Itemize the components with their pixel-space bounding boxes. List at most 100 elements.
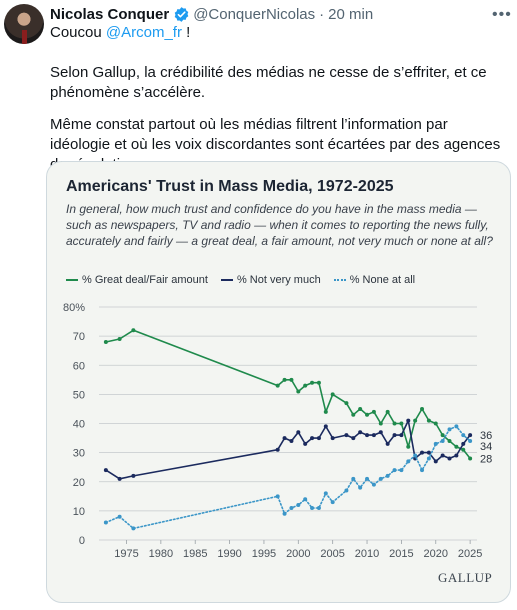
data-point-1 [310, 436, 315, 441]
data-point-0 [117, 337, 122, 342]
post-text-line1: Coucou @Arcom_fr ! [50, 24, 190, 41]
data-point-2 [468, 438, 473, 443]
data-point-0 [440, 433, 445, 438]
data-point-1 [344, 433, 349, 438]
legend-swatch-none-at-all [333, 279, 346, 281]
author-handle[interactable]: @ConquerNicolas [193, 5, 316, 23]
data-point-1 [330, 436, 335, 441]
data-point-2 [413, 453, 418, 458]
data-point-1 [406, 418, 411, 423]
y-tick-label: 40 [73, 419, 85, 431]
data-point-2 [461, 433, 466, 438]
data-point-1 [351, 436, 356, 441]
data-point-1 [392, 433, 397, 438]
data-point-2 [406, 459, 411, 464]
data-point-2 [454, 424, 459, 429]
data-point-2 [103, 520, 108, 525]
data-point-1 [103, 468, 108, 473]
data-point-0 [358, 406, 363, 411]
mention-link[interactable]: @Arcom_fr [105, 24, 182, 41]
x-tick-label: 2000 [286, 548, 310, 560]
x-tick-label: 2025 [458, 548, 482, 560]
source-logo: GALLUP [438, 570, 493, 585]
attached-chart-image[interactable]: Americans' Trust in Mass Media, 1972-202… [46, 161, 511, 603]
x-tick-label: 2005 [320, 548, 344, 560]
data-point-0 [426, 418, 431, 423]
data-point-0 [399, 421, 404, 426]
x-tick-label: 1995 [252, 548, 276, 560]
series-line-2 [105, 425, 471, 530]
data-point-2 [433, 441, 438, 446]
author-avatar[interactable] [4, 4, 44, 44]
more-options-icon[interactable]: ••• [492, 6, 512, 23]
data-point-0 [406, 444, 411, 449]
data-point-0 [433, 421, 438, 426]
data-point-2 [330, 500, 335, 505]
trust-line-chart: 0 10 20 30 40 50 60 70 80% 1975 1980 1985 1990 1995 20… [63, 302, 492, 560]
data-point-1 [296, 430, 301, 435]
x-tick-label: 1980 [149, 548, 173, 560]
chart-subtitle: In general, how much trust and confidenc… [66, 202, 493, 248]
data-point-0 [385, 409, 390, 414]
data-point-0 [282, 377, 287, 382]
y-tick-label: 20 [73, 477, 85, 489]
data-point-0 [454, 444, 459, 449]
data-point-1 [117, 476, 122, 481]
data-point-2 [351, 476, 356, 481]
legend-label-not-very-much: % Not very much [236, 274, 321, 286]
data-point-2 [371, 482, 376, 487]
data-point-0 [344, 401, 349, 406]
data-point-0 [351, 412, 356, 417]
post-header: Nicolas Conquer @ConquerNicolas · 20 min [50, 5, 373, 23]
verified-badge-icon [174, 6, 189, 22]
data-point-1 [282, 436, 287, 441]
data-point-0 [392, 421, 397, 426]
series-end-label: 36 [480, 430, 492, 442]
data-point-0 [378, 421, 383, 426]
data-point-2 [282, 511, 287, 516]
x-tick-label: 2010 [355, 548, 379, 560]
legend-item-none-at-all: % None at all [333, 274, 416, 286]
data-point-2 [344, 488, 349, 493]
y-tick-label: 60 [73, 360, 85, 372]
data-point-0 [323, 409, 328, 414]
data-point-0 [413, 418, 418, 423]
data-point-2 [378, 476, 383, 481]
data-point-1 [131, 473, 136, 478]
x-tick-label: 2015 [389, 548, 413, 560]
data-point-1 [385, 441, 390, 446]
data-point-2 [303, 497, 308, 502]
data-point-2 [420, 468, 425, 473]
x-tick-label: 2020 [424, 548, 448, 560]
author-name[interactable]: Nicolas Conquer [50, 5, 170, 23]
y-tick-label: 70 [73, 331, 85, 343]
legend-label-great-deal: % Great deal/Fair amount [82, 274, 208, 286]
data-point-0 [303, 383, 308, 388]
data-point-2 [289, 505, 294, 510]
y-tick-label: 50 [73, 389, 85, 401]
data-point-1 [289, 438, 294, 443]
legend-label-none-at-all: % None at all [349, 274, 416, 286]
data-point-2 [365, 476, 370, 481]
x-tick-label: 1990 [217, 548, 241, 560]
y-tick-label: 30 [73, 448, 85, 460]
data-point-2 [358, 485, 363, 490]
data-point-2 [392, 468, 397, 473]
data-point-0 [296, 389, 301, 394]
post-timestamp[interactable]: 20 min [328, 5, 374, 23]
data-point-2 [399, 468, 404, 473]
greeting-text: Coucou [50, 24, 106, 41]
data-point-0 [330, 392, 335, 397]
data-point-2 [275, 494, 280, 499]
data-point-0 [310, 380, 315, 385]
data-point-2 [323, 491, 328, 496]
data-point-2 [310, 505, 315, 510]
y-tick-label: 0 [79, 535, 85, 547]
data-point-1 [461, 441, 466, 446]
header-separator: · [319, 5, 325, 23]
x-tick-label: 1975 [114, 548, 138, 560]
legend-swatch-not-very-much [220, 279, 233, 281]
chart-legend: % Great deal/Fair amount % Not very much… [66, 274, 428, 286]
data-point-2 [131, 526, 136, 531]
data-point-0 [365, 412, 370, 417]
